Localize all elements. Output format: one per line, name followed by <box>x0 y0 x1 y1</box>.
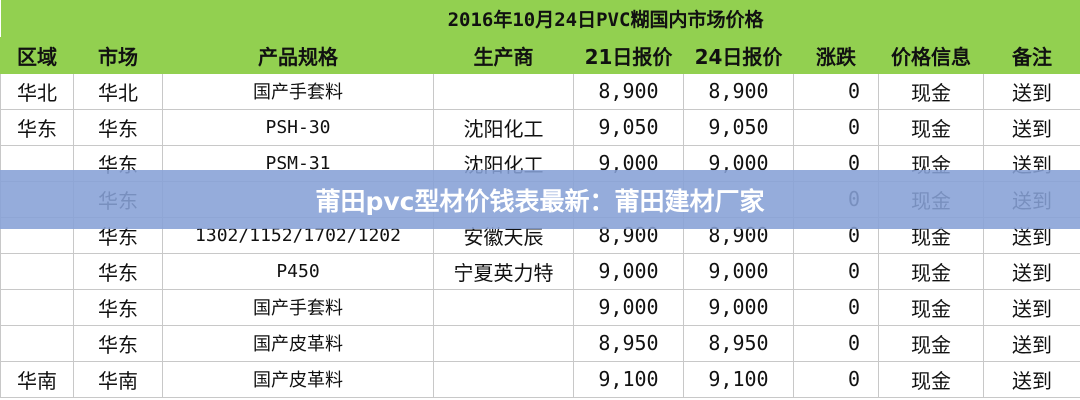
table-cell: 国产手套料 <box>162 288 434 326</box>
table-cell: 华南 <box>0 360 74 398</box>
table-cell <box>433 72 574 110</box>
table-cell <box>433 288 574 326</box>
table-cell: 送到 <box>982 108 1080 146</box>
table-cell: 国产手套料 <box>162 72 434 110</box>
column-header: 价格信息 <box>878 36 984 74</box>
table-cell: 华东 <box>73 288 163 326</box>
column-header: 涨跌 <box>793 36 879 74</box>
table-cell: 沈阳化工 <box>433 108 574 146</box>
table-cell <box>0 252 74 290</box>
table-cell: 9,000 <box>573 288 684 326</box>
table-row: 华东 国产手套料 9,000 9,000 0 现金 送到 <box>0 288 1080 326</box>
table-row: 华东 国产皮革料 8,950 8,950 0 现金 送到 <box>0 324 1080 362</box>
table-cell <box>0 324 74 362</box>
table-cell: P450 <box>162 252 434 290</box>
table-cell: 0 <box>793 108 879 146</box>
table-cell: PSH-30 <box>162 108 434 146</box>
table-cell: 9,100 <box>573 360 684 398</box>
table-row: 华南 华南 国产皮革料 9,100 9,100 0 现金 送到 <box>0 360 1080 398</box>
table-cell: 0 <box>793 288 879 326</box>
column-header: 区域 <box>0 36 74 74</box>
table-cell: 8,950 <box>683 324 794 362</box>
table-cell: 8,950 <box>573 324 684 362</box>
overlay-banner: 莆田pvc型材价钱表最新：莆田建材厂家 <box>0 170 1080 229</box>
table-cell <box>433 324 574 362</box>
table-row: 华东 华东 PSH-30 沈阳化工 9,050 9,050 0 现金 送到 <box>0 108 1080 146</box>
table-cell: 9,000 <box>683 288 794 326</box>
table-cell: 8,900 <box>573 72 684 110</box>
column-header: 产品规格 <box>162 36 434 74</box>
table-cell: 9,050 <box>573 108 684 146</box>
table-cell: 送到 <box>982 360 1080 398</box>
table-cell: 华东 <box>0 108 74 146</box>
table-cell: 华北 <box>0 72 74 110</box>
table-cell: 现金 <box>878 252 984 290</box>
column-header: 生产商 <box>433 36 574 74</box>
table-cell: 送到 <box>982 72 1080 110</box>
header-row: 区域 市场 产品规格 生产商 21日报价 24日报价 涨跌 价格信息 备注 <box>0 36 1080 74</box>
column-header: 备注 <box>982 36 1080 74</box>
table-cell: 9,100 <box>683 360 794 398</box>
table-cell: 送到 <box>982 324 1080 362</box>
table-cell: 9,000 <box>683 252 794 290</box>
column-header: 24日报价 <box>683 36 794 74</box>
table-cell: 华东 <box>73 324 163 362</box>
table-cell: 国产皮革料 <box>162 360 434 398</box>
table-cell: 现金 <box>878 288 984 326</box>
table-cell: 0 <box>793 72 879 110</box>
table-cell: 宁夏英力特 <box>433 252 574 290</box>
table-cell: 8,900 <box>683 72 794 110</box>
table-cell <box>0 288 74 326</box>
table-cell: 送到 <box>982 252 1080 290</box>
column-header: 21日报价 <box>573 36 684 74</box>
table-row: 华东 P450 宁夏英力特 9,000 9,000 0 现金 送到 <box>0 252 1080 290</box>
table-row: 华北 华北 国产手套料 8,900 8,900 0 现金 送到 <box>0 72 1080 110</box>
column-header: 市场 <box>73 36 163 74</box>
table-cell: 现金 <box>878 360 984 398</box>
table-cell: 现金 <box>878 324 984 362</box>
table-cell: 0 <box>793 360 879 398</box>
table-cell: 0 <box>793 252 879 290</box>
table-cell: 送到 <box>982 288 1080 326</box>
table-cell <box>433 360 574 398</box>
table-cell: 华东 <box>73 108 163 146</box>
table-cell: 0 <box>793 324 879 362</box>
table-cell: 华北 <box>73 72 163 110</box>
table-cell: 现金 <box>878 108 984 146</box>
table-cell: 国产皮革料 <box>162 324 434 362</box>
table-cell: 9,000 <box>573 252 684 290</box>
table-cell: 现金 <box>878 72 984 110</box>
table-cell: 9,050 <box>683 108 794 146</box>
table-title: 2016年10月24日PVC糊国内市场价格 <box>0 0 1080 37</box>
table-cell: 华东 <box>73 252 163 290</box>
banner-text: 莆田pvc型材价钱表最新：莆田建材厂家 <box>315 186 765 216</box>
table-cell: 华南 <box>73 360 163 398</box>
